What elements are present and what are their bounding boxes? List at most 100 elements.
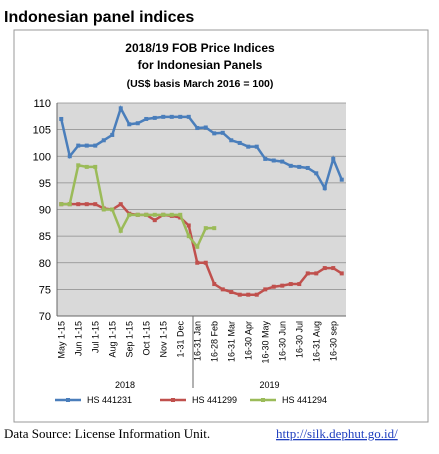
- x-tick-label: May 1-15: [56, 321, 66, 359]
- point: [212, 282, 217, 287]
- chart-title: for Indonesian Panels: [138, 58, 263, 72]
- legend-label: HS 441294: [282, 395, 327, 405]
- point: [203, 125, 208, 130]
- point: [101, 207, 106, 212]
- point: [212, 131, 217, 136]
- point: [331, 156, 336, 161]
- point: [237, 292, 242, 297]
- point: [220, 287, 225, 292]
- x-tick-label: Aug 1-15: [107, 321, 117, 358]
- y-tick-label: 90: [39, 205, 51, 217]
- point: [161, 114, 166, 119]
- point: [254, 144, 259, 149]
- source: Data Source: License Information Unit.: [4, 426, 210, 441]
- legend-label: HS 441231: [87, 395, 132, 405]
- point: [76, 143, 81, 148]
- point: [263, 156, 268, 161]
- x-group-label: 2018: [115, 380, 135, 390]
- point: [288, 282, 293, 287]
- point: [135, 212, 140, 217]
- point: [144, 116, 149, 121]
- point: [305, 165, 310, 170]
- x-tick-label: 16-30 May: [260, 321, 270, 364]
- point: [229, 138, 234, 143]
- point: [127, 122, 132, 127]
- point: [152, 115, 157, 120]
- point: [186, 223, 191, 228]
- point: [67, 202, 72, 207]
- point: [271, 284, 276, 289]
- y-tick-label: 105: [33, 125, 51, 137]
- y-tick-label: 70: [39, 311, 51, 323]
- point: [152, 212, 157, 217]
- point: [178, 114, 183, 119]
- point: [84, 143, 89, 148]
- point: [339, 177, 344, 182]
- point: [237, 140, 242, 145]
- heading: Indonesian panel indices: [4, 9, 194, 26]
- x-tick-label: 16-30 Apr: [243, 321, 253, 360]
- point: [84, 164, 89, 169]
- legend-label: HS 441299: [192, 395, 237, 405]
- point: [93, 202, 98, 207]
- point: [186, 114, 191, 119]
- x-group-label: 2019: [259, 380, 279, 390]
- series-line: [60, 105, 343, 192]
- point: [314, 171, 319, 176]
- point: [263, 287, 268, 292]
- point: [169, 212, 174, 217]
- point: [76, 202, 81, 207]
- y-tick-label: 100: [33, 151, 51, 163]
- point: [101, 138, 106, 143]
- point: [195, 244, 200, 249]
- point: [288, 163, 293, 168]
- point: [280, 283, 285, 288]
- x-tick-label: Oct 1-15: [141, 321, 151, 356]
- source-link[interactable]: http://silk.dephut.go.id/: [276, 426, 398, 441]
- y-tick-label: 95: [39, 178, 51, 190]
- point: [280, 159, 285, 164]
- point: [297, 282, 302, 287]
- legend-marker: [171, 398, 175, 402]
- x-tick-label: 16-30 Jul: [294, 321, 304, 358]
- point: [246, 292, 251, 297]
- y-tick-label: 110: [33, 98, 51, 110]
- point: [254, 292, 259, 297]
- point: [186, 234, 191, 239]
- x-tick-label: 16-31 Aug: [311, 321, 321, 362]
- y-tick-label: 85: [39, 231, 51, 243]
- point: [203, 226, 208, 231]
- point: [271, 158, 276, 163]
- point: [322, 186, 327, 191]
- point: [169, 114, 174, 119]
- point: [212, 226, 217, 231]
- point: [195, 126, 200, 131]
- point: [195, 260, 200, 265]
- x-tick-label: 16-30 Jun: [277, 321, 287, 361]
- point: [93, 143, 98, 148]
- x-tick-label: Jul 1-15: [90, 321, 100, 353]
- point: [203, 260, 208, 265]
- point: [118, 202, 123, 207]
- y-tick-label: 80: [39, 258, 51, 270]
- point: [59, 202, 64, 207]
- point: [76, 163, 81, 168]
- x-tick-label: Jun 1-15: [73, 321, 83, 356]
- x-tick-label: Nov 1-15: [158, 321, 168, 358]
- chart-title: 2018/19 FOB Price Indices: [125, 41, 275, 55]
- legend-marker: [261, 398, 265, 402]
- point: [127, 212, 132, 217]
- point: [135, 121, 140, 126]
- point: [322, 266, 327, 271]
- point: [93, 164, 98, 169]
- point: [118, 106, 123, 111]
- point: [246, 144, 251, 149]
- point: [84, 202, 89, 207]
- x-tick-label: Sep 1-15: [124, 321, 134, 358]
- point: [67, 154, 72, 159]
- point: [229, 290, 234, 295]
- point: [220, 130, 225, 135]
- point: [59, 116, 64, 121]
